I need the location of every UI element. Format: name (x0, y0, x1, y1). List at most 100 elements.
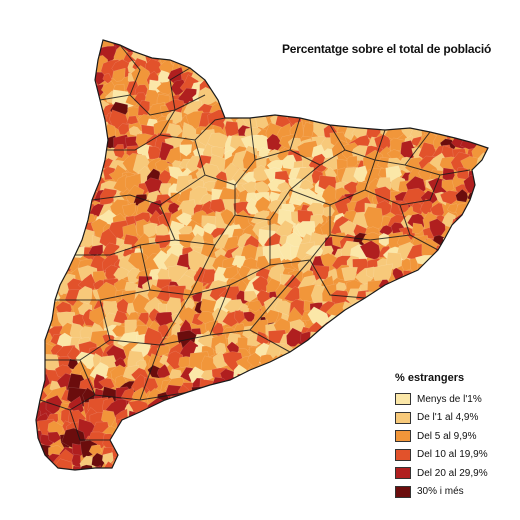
municipality-cell (160, 466, 172, 470)
municipality-cell (95, 40, 107, 42)
municipality-cell (36, 88, 44, 106)
municipality-cell (329, 430, 350, 450)
legend-label: Del 10 al 19,9% (417, 449, 488, 461)
municipality-cell (126, 115, 139, 125)
municipality-cell (36, 261, 37, 273)
municipality-cell (36, 136, 54, 151)
municipality-cell (443, 341, 461, 358)
municipality-cell (221, 462, 238, 470)
municipality-cell (279, 386, 296, 406)
municipality-cell (332, 62, 346, 73)
municipality-cell (458, 320, 472, 334)
municipality-cell (255, 66, 273, 84)
municipality-cell (355, 111, 369, 127)
municipality-cell (474, 292, 488, 308)
municipality-cell (53, 104, 73, 121)
municipality-cell (332, 70, 352, 86)
municipality-cell (478, 235, 488, 249)
municipality-cell (419, 320, 444, 339)
municipality-cell (316, 450, 339, 470)
municipality-cell (341, 450, 364, 468)
municipality-cell (198, 40, 215, 68)
municipality-cell (275, 92, 291, 108)
municipality-cell (351, 389, 371, 405)
municipality-cell (213, 40, 227, 45)
municipality-cell (82, 93, 99, 111)
municipality-cell (311, 79, 327, 95)
municipality-cell (398, 329, 417, 346)
municipality-cell (462, 67, 480, 83)
municipality-cell (224, 410, 242, 427)
municipality-cell (267, 376, 285, 397)
municipality-cell (36, 162, 40, 185)
municipality-cell (290, 92, 303, 106)
municipality-cell (301, 355, 314, 370)
municipality-cell (66, 65, 86, 88)
municipality-cell (433, 54, 449, 73)
municipality-cell (242, 86, 265, 108)
municipality-cell (454, 268, 473, 285)
municipality-cell (259, 363, 274, 384)
municipality-cell (416, 263, 438, 284)
municipality-cell (156, 363, 171, 379)
municipality-cell (220, 451, 241, 470)
municipality-cell (57, 40, 75, 49)
municipality-cell (130, 40, 152, 41)
municipality-cell (216, 391, 231, 405)
municipality-cell (421, 334, 436, 349)
municipality-cell (39, 199, 54, 214)
municipality-cell (38, 127, 52, 140)
municipality-cell (338, 421, 356, 436)
municipality-cell (190, 455, 208, 470)
municipality-cell (274, 362, 301, 385)
municipality-cell (181, 426, 198, 445)
municipality-cell (37, 149, 53, 164)
municipality-cell (36, 189, 43, 206)
municipality-cell (454, 355, 469, 369)
municipality-cell (219, 40, 244, 54)
municipality-cell (221, 381, 244, 403)
municipality-cell (265, 407, 280, 427)
municipality-cell (212, 412, 226, 427)
municipality-cell (471, 71, 488, 91)
municipality-cell (36, 185, 55, 206)
municipality-cell (209, 463, 232, 470)
municipality-cell (474, 122, 488, 142)
municipality-cell (486, 177, 488, 197)
municipality-cell (418, 91, 437, 112)
municipality-cell (37, 315, 52, 326)
municipality-cell (154, 432, 169, 450)
municipality-cell (484, 254, 488, 272)
municipality-cell (435, 268, 449, 282)
municipality-cell (432, 291, 449, 306)
municipality-cell (157, 40, 178, 56)
municipality-cell (341, 72, 359, 91)
municipality-cell (194, 416, 206, 429)
municipality-cell (89, 156, 106, 169)
municipality-cell (36, 44, 40, 59)
municipality-cell (311, 431, 330, 453)
municipality-cell (442, 93, 455, 106)
municipality-cell (487, 158, 488, 174)
municipality-cell (431, 342, 451, 367)
municipality-cell (297, 70, 313, 87)
legend-swatch (395, 393, 411, 406)
municipality-cell (367, 22, 384, 37)
municipality-cell (267, 432, 282, 450)
municipality-cell (266, 90, 282, 111)
municipality-cell (408, 308, 425, 327)
municipality-cell (368, 369, 382, 385)
legend-label: Menys de l'1% (417, 393, 482, 405)
municipality-cell (455, 80, 474, 101)
municipality-cell (132, 430, 153, 447)
municipality-cell (190, 422, 209, 439)
municipality-cell (364, 90, 385, 106)
municipality-cell (328, 100, 345, 120)
municipality-cell (36, 79, 39, 99)
municipality-cell (358, 62, 372, 73)
municipality-cell (454, 330, 472, 348)
municipality-cell (287, 423, 301, 437)
municipality-cell (284, 62, 308, 86)
municipality-cell (318, 409, 342, 428)
municipality-cell (116, 429, 130, 447)
